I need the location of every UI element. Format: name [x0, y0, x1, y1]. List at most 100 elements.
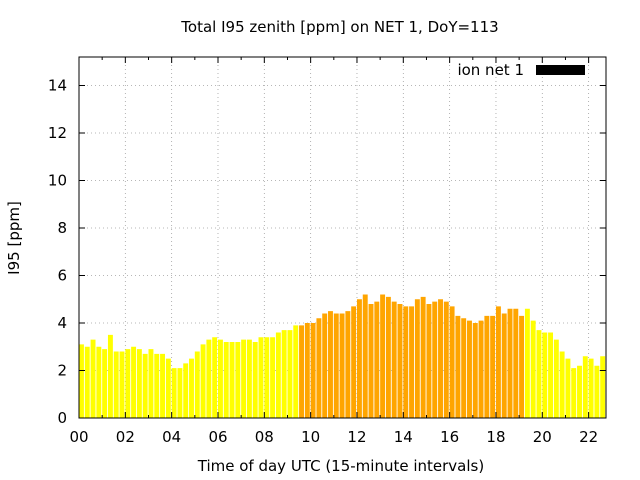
bar	[536, 330, 542, 418]
bar	[553, 339, 559, 418]
bar	[582, 356, 588, 418]
bar	[79, 344, 84, 418]
bar	[206, 339, 212, 418]
bar	[594, 365, 600, 418]
bar	[478, 320, 484, 418]
bar	[565, 358, 571, 418]
bar	[472, 323, 478, 418]
x-tick-label: 20	[533, 428, 552, 446]
bar	[513, 308, 519, 418]
bar	[501, 313, 507, 418]
bar	[246, 339, 252, 418]
x-tick-label: 22	[579, 428, 598, 446]
x-tick-label: 00	[69, 428, 88, 446]
bar	[316, 318, 322, 418]
x-tick-label: 02	[116, 428, 135, 446]
bar	[160, 353, 165, 418]
bar	[142, 353, 148, 418]
bar	[171, 368, 177, 418]
x-tick-label: 16	[440, 428, 459, 446]
bar	[189, 358, 194, 418]
y-tick-label: 0	[57, 409, 67, 427]
plot-frame	[78, 56, 607, 419]
bar	[490, 315, 496, 418]
bar	[148, 349, 154, 418]
chart-title: Total I95 zenith [ppm] on NET 1, DoY=113	[180, 18, 498, 36]
bar	[131, 346, 137, 418]
bar	[414, 299, 420, 418]
bar	[322, 313, 328, 418]
y-tick-label: 2	[57, 362, 67, 380]
y-tick-label: 6	[57, 267, 67, 285]
bar	[281, 330, 287, 418]
bar	[304, 323, 310, 418]
bar	[229, 342, 235, 418]
y-tick-label: 14	[48, 77, 67, 95]
legend-label: ion net 1	[457, 61, 524, 79]
bar	[258, 337, 264, 418]
bar	[432, 301, 438, 418]
bar	[328, 311, 333, 418]
bar	[165, 358, 171, 418]
bar	[102, 349, 108, 418]
y-tick-label: 10	[48, 172, 67, 190]
bar	[600, 356, 606, 418]
bar	[293, 325, 299, 418]
bar	[467, 320, 472, 418]
bar	[495, 306, 501, 418]
bar	[299, 325, 304, 418]
bar	[571, 368, 577, 418]
bar	[461, 318, 467, 418]
bar	[310, 323, 316, 418]
legend-swatch	[536, 65, 585, 75]
bar	[420, 296, 426, 418]
bar	[264, 337, 270, 418]
bar	[374, 301, 380, 418]
bar	[484, 315, 490, 418]
bar	[530, 320, 536, 418]
x-tick-label: 06	[208, 428, 227, 446]
bar	[194, 351, 200, 418]
bar	[380, 294, 386, 418]
x-tick-label: 18	[486, 428, 505, 446]
bar	[345, 311, 351, 418]
bar	[362, 294, 368, 418]
bar	[409, 306, 415, 418]
y-axis-title: I95 [ppm]	[5, 201, 23, 275]
bar	[223, 342, 229, 418]
bar	[339, 313, 345, 418]
bar	[403, 306, 409, 418]
y-tick-label: 4	[57, 314, 67, 332]
bar	[577, 365, 582, 418]
x-tick-label: 12	[347, 428, 366, 446]
bar	[455, 315, 461, 418]
bar	[212, 337, 218, 418]
y-tick-label: 8	[57, 219, 67, 237]
x-tick-label: 04	[162, 428, 181, 446]
bar	[136, 349, 142, 418]
bar	[368, 304, 374, 418]
bar	[241, 339, 247, 418]
bar	[96, 346, 102, 418]
bar	[275, 332, 281, 418]
bar	[90, 339, 96, 418]
y-tick-label: 12	[48, 124, 67, 142]
bar	[524, 308, 530, 418]
bar	[426, 304, 432, 418]
bar	[217, 339, 223, 418]
bar	[200, 344, 206, 418]
legend: ion net 1	[457, 61, 585, 79]
bar	[154, 353, 160, 418]
bar	[397, 304, 403, 418]
bar	[183, 363, 189, 418]
bar	[235, 342, 241, 418]
bar	[351, 306, 357, 418]
bar	[542, 332, 548, 418]
x-axis-title: Time of day UTC (15-minute intervals)	[197, 457, 484, 475]
bar	[84, 346, 90, 418]
bar	[113, 351, 119, 418]
bar	[443, 301, 449, 418]
x-tick-label: 10	[301, 428, 320, 446]
x-tick-label: 08	[255, 428, 274, 446]
